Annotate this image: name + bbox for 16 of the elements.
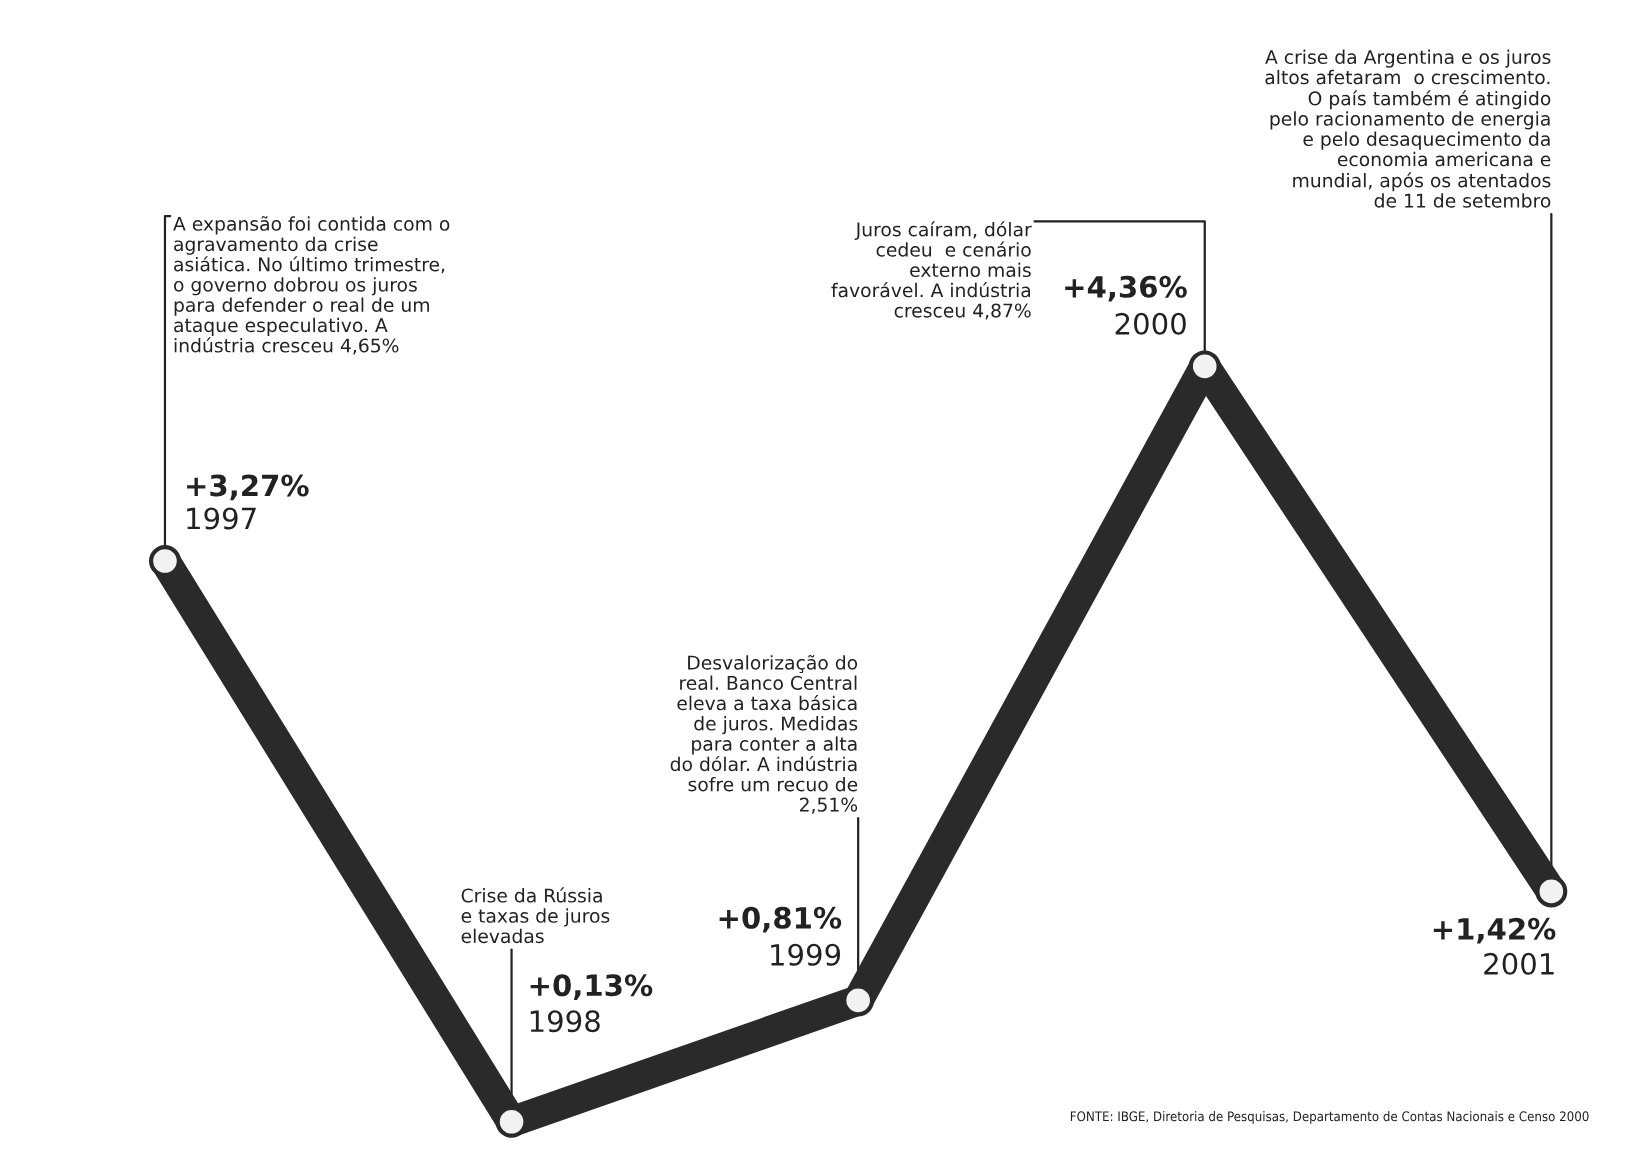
annotation: A crise da Argentina e os juros altos afetaram o crescimento. O país também é atingido pelo racionamento de energia e pelo desaquecimento da economia americana e mundial, após os atentados de 11 de setembro bbox=[1265, 49, 1551, 208]
data-label: +0,13% bbox=[530, 974, 653, 1000]
annotation: Desvalorização do real. Banco Central eleva a taxa básica de juros. Medidas para conter a alta do dólar. A indústria sofre um recuo de 2,51% bbox=[670, 654, 858, 814]
x-tick-label: 1997 bbox=[187, 507, 256, 530]
data-label: +1,42% bbox=[1433, 917, 1556, 944]
x-tick-label: 1998 bbox=[530, 1010, 600, 1033]
data-label: +3,27% bbox=[187, 474, 309, 501]
x-tick-label: 1999 bbox=[771, 943, 841, 966]
x-tick-label: 2000 bbox=[1115, 312, 1186, 335]
annotation: Juros caíram, dólar cedeu e cenário externo mais favorável. A indústria cresceu 4,87% bbox=[831, 221, 1032, 320]
data-label: +0,81% bbox=[719, 906, 842, 933]
annotation: Crise da Rússia e taxas de juros elevadas bbox=[461, 887, 610, 944]
x-tick-label: 2001 bbox=[1484, 952, 1554, 975]
data-label: +4,36% bbox=[1065, 275, 1187, 302]
annotation: A expansão foi contida com o agravamento da crise asiática. No último trimestre, o governo dobrou os juros para defender o real de um ataque especulativo. A indústria cresceu 4,65% bbox=[173, 216, 450, 355]
annotation: FONTE: IBGE, Diretoria de Pesquisas, Departamento de Contas Nacionais e Censo 2000 bbox=[1070, 1111, 1589, 1124]
